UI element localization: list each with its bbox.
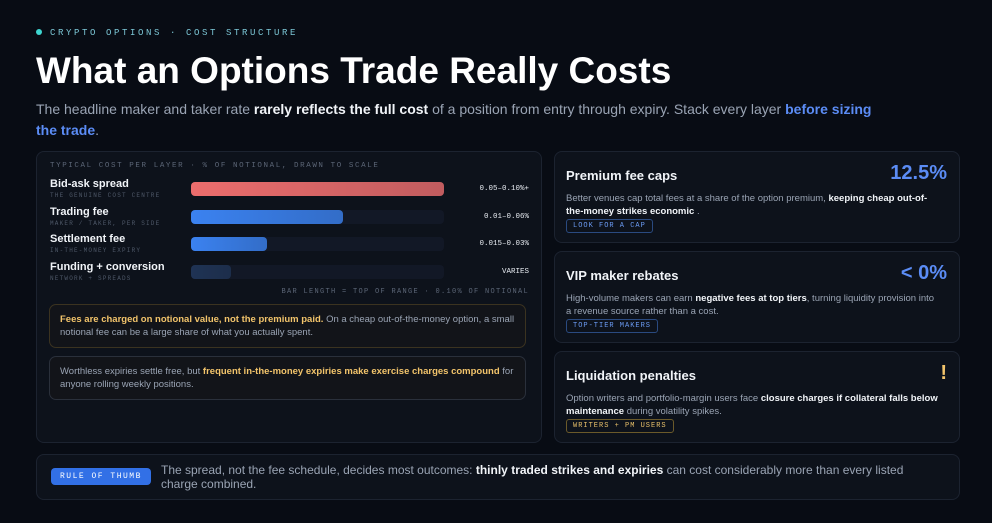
callout: Worthless expiries settle free, but freq… [49,356,526,400]
footnote: BAR LENGTH = TOP OF RANGE · 0.10% OF NOT… [281,288,529,296]
text: Better venues cap total fees at a share … [566,193,826,204]
text: Option writers and portfolio-margin user… [566,393,759,404]
bar [191,210,343,224]
row-label: Settlement fee [50,233,126,245]
subtitle: The headline maker and taker rate rarely… [36,99,876,141]
text: during volatility spikes. [626,406,722,417]
text: before sizing the trade [36,101,872,138]
text: . [696,206,700,217]
text: rarely reflects the full cost [253,101,429,117]
row-sublabel: NETWORK + SPREADS [50,275,132,282]
card-body: High-volume makers can earn negative fee… [566,292,941,318]
text: keeping cheap out-of-the-money strikes e… [566,193,928,217]
text: for anyone rolling weekly positions. [60,366,514,390]
card-figure: ! [940,362,947,384]
text: frequent in-the-money expiries make exer… [202,366,500,377]
text: can cost considerably more than every li… [161,463,904,491]
text: Worthless expiries settle free, but [60,366,201,377]
card: VIP maker rebates < 0% High-volume makers … [554,251,960,343]
range-label: 0.01–0.06% [483,213,529,221]
card-title: Premium fee caps [566,168,678,183]
card-title: Liquidation penalties [566,368,697,383]
banner-text: The spread, not the fee schedule, decide… [161,463,941,491]
banner: RULE OF THUMB The spread, not the fee sc… [36,454,960,500]
text: High-volume makers can earn [566,293,693,304]
row-label: Funding + conversion [50,261,165,273]
card-tag: TOP-TIER MAKERS [566,319,659,333]
row-sublabel: THE GENUINE COST CENTRE [50,192,161,199]
bar [191,265,232,279]
card-tag: WRITERS + PM USERS [566,419,674,433]
text: The headline maker and taker rate [36,101,251,117]
text: The spread, not the fee schedule, decide… [161,463,473,477]
text: of a position from entry through expiry.… [432,101,782,117]
panel-title: TYPICAL COST PER LAYER · % OF NOTIONAL, … [50,162,380,170]
bar [191,237,267,251]
card-tag: LOOK FOR A CAP [566,219,653,233]
card: Liquidation penalties! Option writers and… [554,351,960,443]
bar [191,182,444,196]
eyebrow-text: CRYPTO OPTIONS · COST STRUCTURE [50,28,299,38]
text: . [95,122,100,138]
range-label: 0.015–0.03% [479,240,529,248]
callout: Fees are charged on notional value, not … [49,304,526,348]
card-title: VIP maker rebates [566,268,679,283]
text: , turning liquidity provision into a rev… [566,293,935,317]
card: Premium fee caps 12.5% Better venues cap t… [554,151,960,243]
card-figure: < 0% [900,262,947,284]
card-body: Better venues cap total fees at a share … [566,192,941,218]
text: closure charges if collateral falls belo… [566,393,938,417]
range-label: 0.05–0.10%+ [479,185,529,193]
text: Fees are charged on notional value, not … [60,314,324,325]
card-body: Option writers and portfolio-margin user… [566,392,941,418]
eyebrow: CRYPTO OPTIONS · COST STRUCTURE [36,28,298,38]
text: On a cheap out-of-the-money option, a sm… [60,314,515,338]
bar-track [191,265,444,279]
row-label: Bid-ask spread [50,178,129,190]
text: negative fees at top tiers [695,293,807,304]
row-sublabel: MAKER / TAKER, PER SIDE [50,220,161,227]
card-figure: 12.5% [890,162,947,184]
text: thinly traded strikes and expiries [475,463,664,477]
row-label: Trading fee [50,206,109,218]
banner-tag: RULE OF THUMB [51,468,151,485]
title: What an Options Trade Really Costs [36,50,672,91]
row-sublabel: IN-THE-MONEY EXPIRY [50,247,142,254]
cost-panel: TYPICAL COST PER LAYER · % OF NOTIONAL, … [36,151,542,443]
range-label: VARIES [501,268,529,276]
